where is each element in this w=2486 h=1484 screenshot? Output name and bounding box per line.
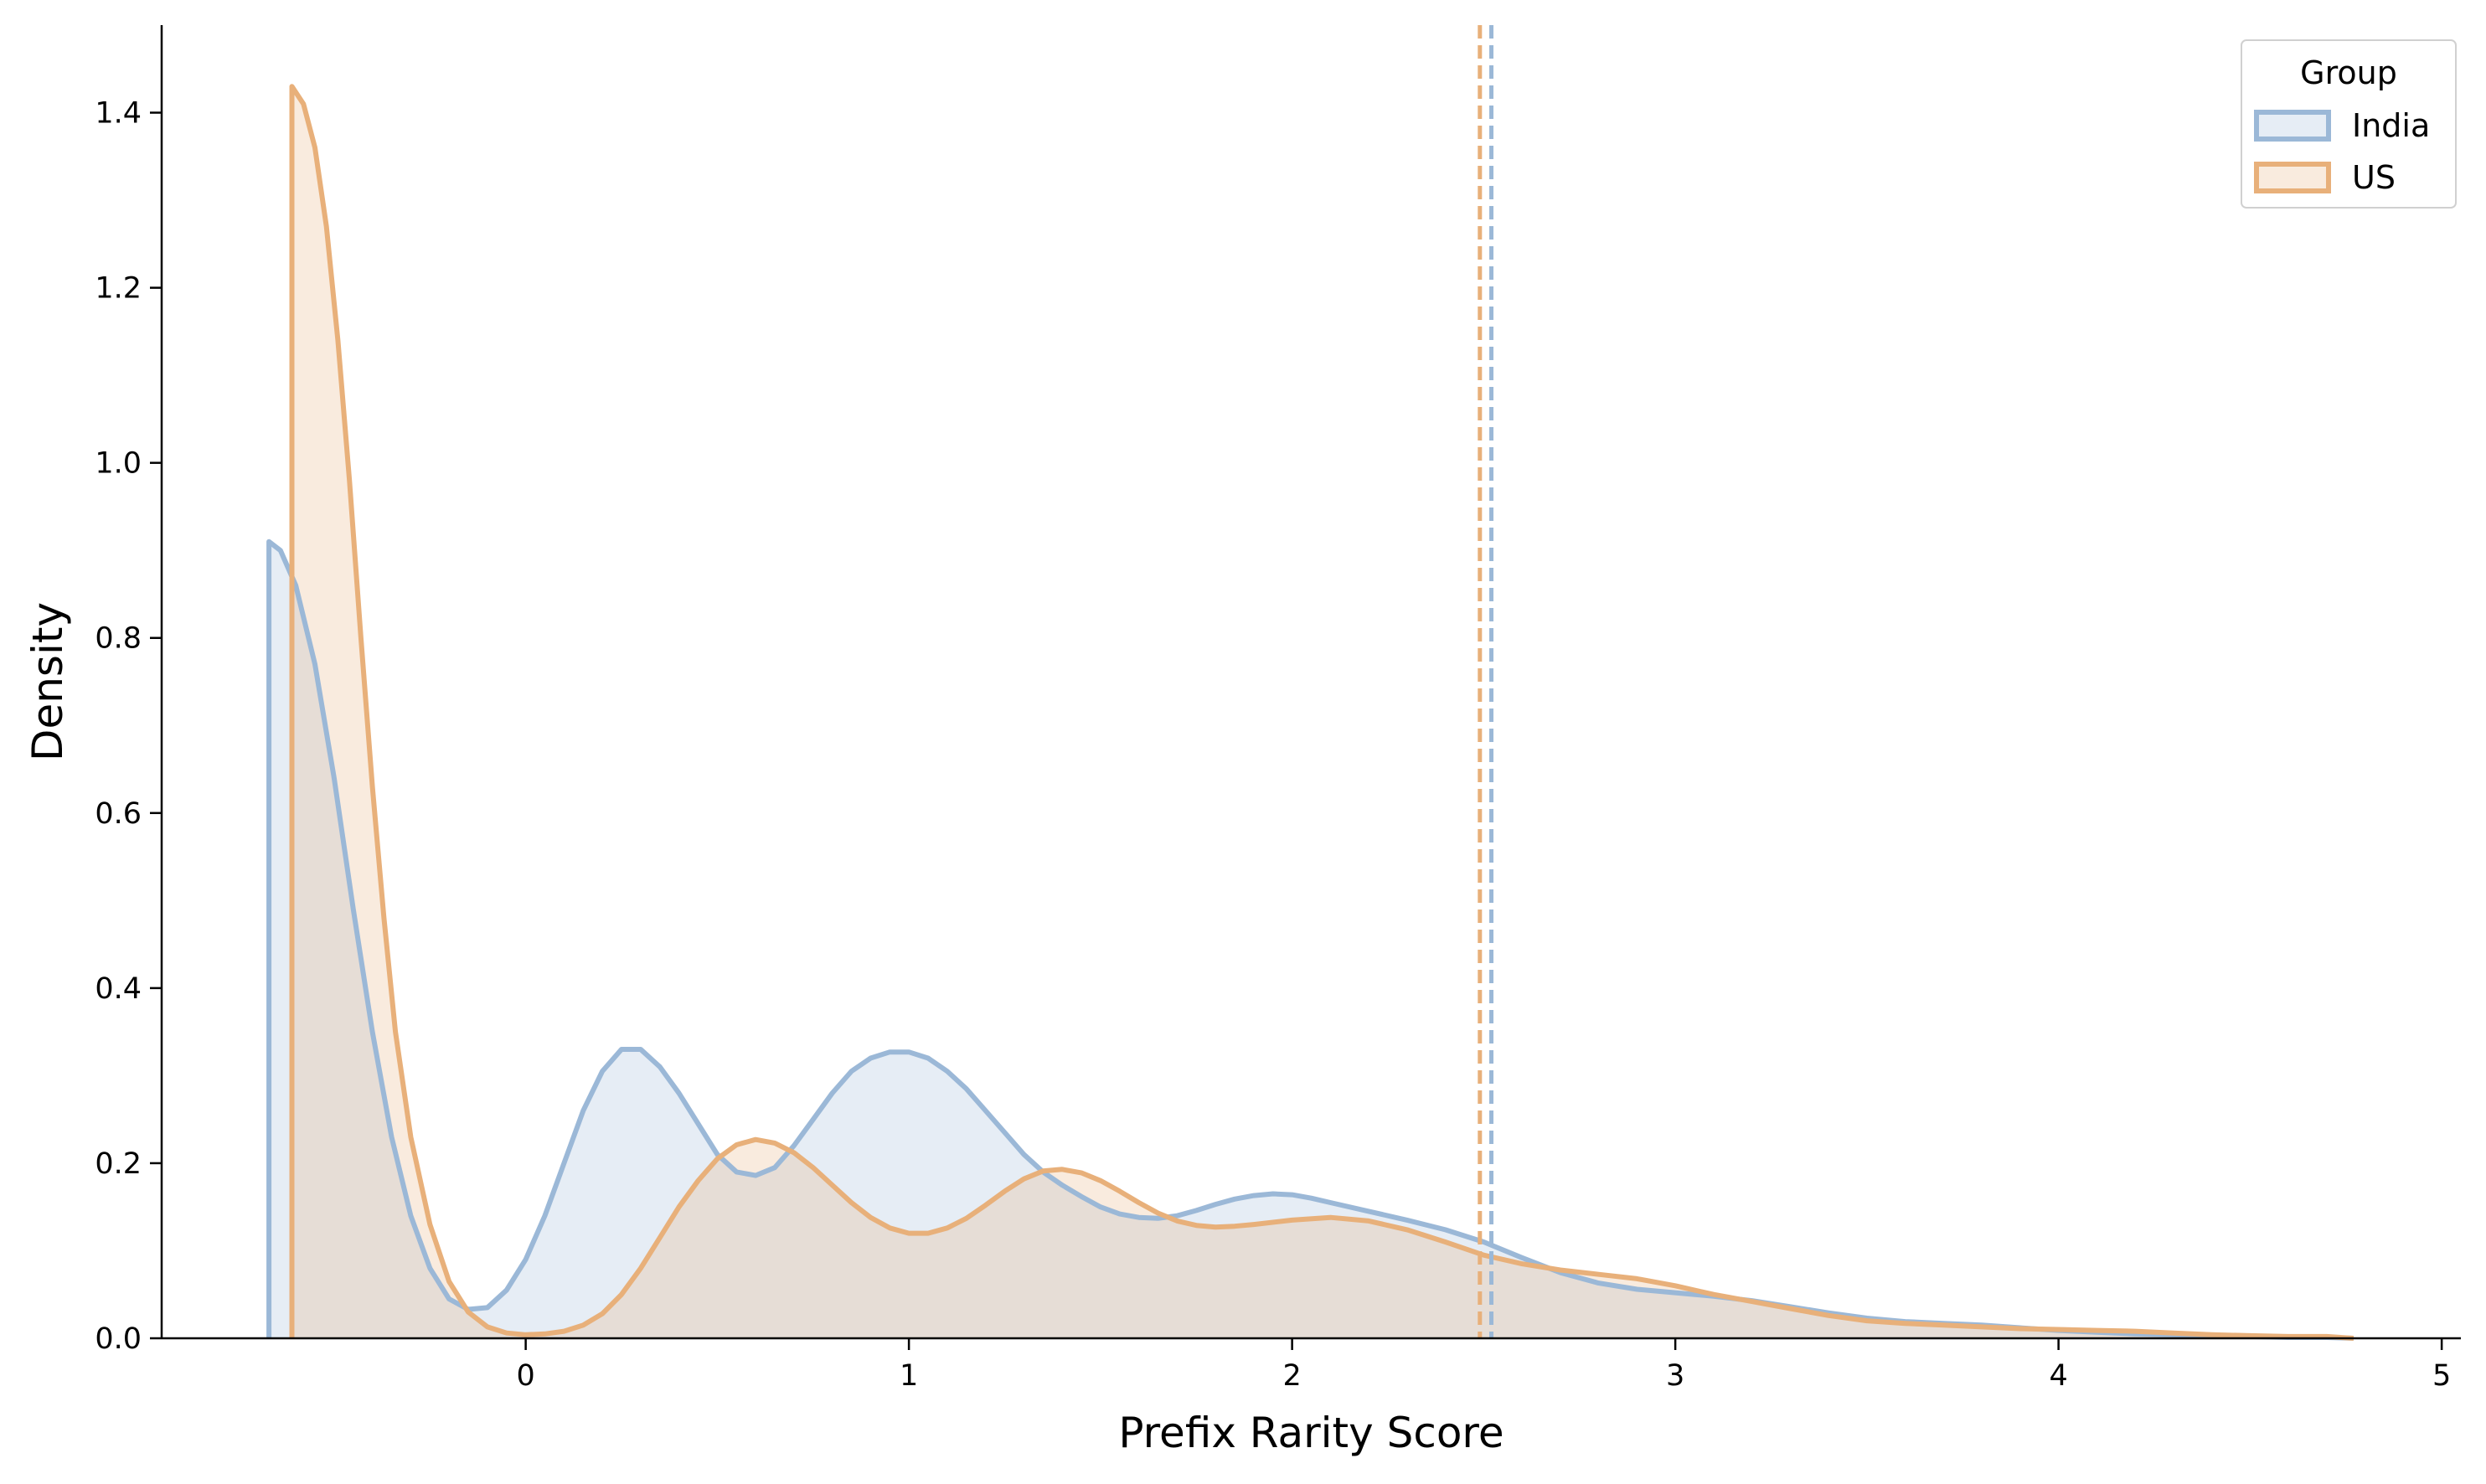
- x-tick-label: 3: [1666, 1359, 1684, 1393]
- x-tick-label: 0: [516, 1359, 534, 1393]
- legend: Group India US: [2241, 39, 2457, 209]
- legend-label-us: US: [2352, 159, 2396, 196]
- y-axis-title: Density: [23, 602, 72, 761]
- y-tick-label: 0.8: [95, 622, 142, 656]
- y-tick-label: 0.6: [95, 797, 142, 831]
- series-layer: [266, 84, 2354, 1341]
- legend-label-india: India: [2352, 107, 2430, 144]
- y-tick-label: 1.2: [95, 272, 142, 306]
- y-tick-label: 1.4: [95, 97, 142, 131]
- density-line-us: [289, 84, 2354, 1341]
- mean-lines: [1478, 25, 1494, 1338]
- legend-swatch-us: [2254, 162, 2331, 193]
- y-tick-label: 0.4: [95, 972, 142, 1006]
- axes: 0 1 2 3 4 5 0.0 0.2 0.4 0.6 0.8 1.0 1.2 1.4 Prefix R…: [23, 25, 2461, 1457]
- x-axis-title: Prefix Rarity Score: [1118, 1409, 1503, 1457]
- y-ticks: 0.0 0.2 0.4 0.6 0.8 1.0 1.2 1.4: [95, 97, 162, 1356]
- y-tick-label: 1.0: [95, 447, 142, 481]
- x-ticks: 0 1 2 3 4 5: [516, 1338, 2451, 1393]
- y-tick-label: 0.0: [95, 1322, 142, 1356]
- legend-items: India US: [2254, 107, 2430, 196]
- legend-swatch-india: [2254, 110, 2331, 142]
- x-tick-label: 5: [2432, 1359, 2451, 1393]
- y-tick-label: 0.2: [95, 1147, 142, 1181]
- legend-title: Group: [2300, 54, 2397, 91]
- x-tick-label: 1: [900, 1359, 918, 1393]
- x-tick-label: 4: [2049, 1359, 2067, 1393]
- x-tick-label: 2: [1282, 1359, 1301, 1393]
